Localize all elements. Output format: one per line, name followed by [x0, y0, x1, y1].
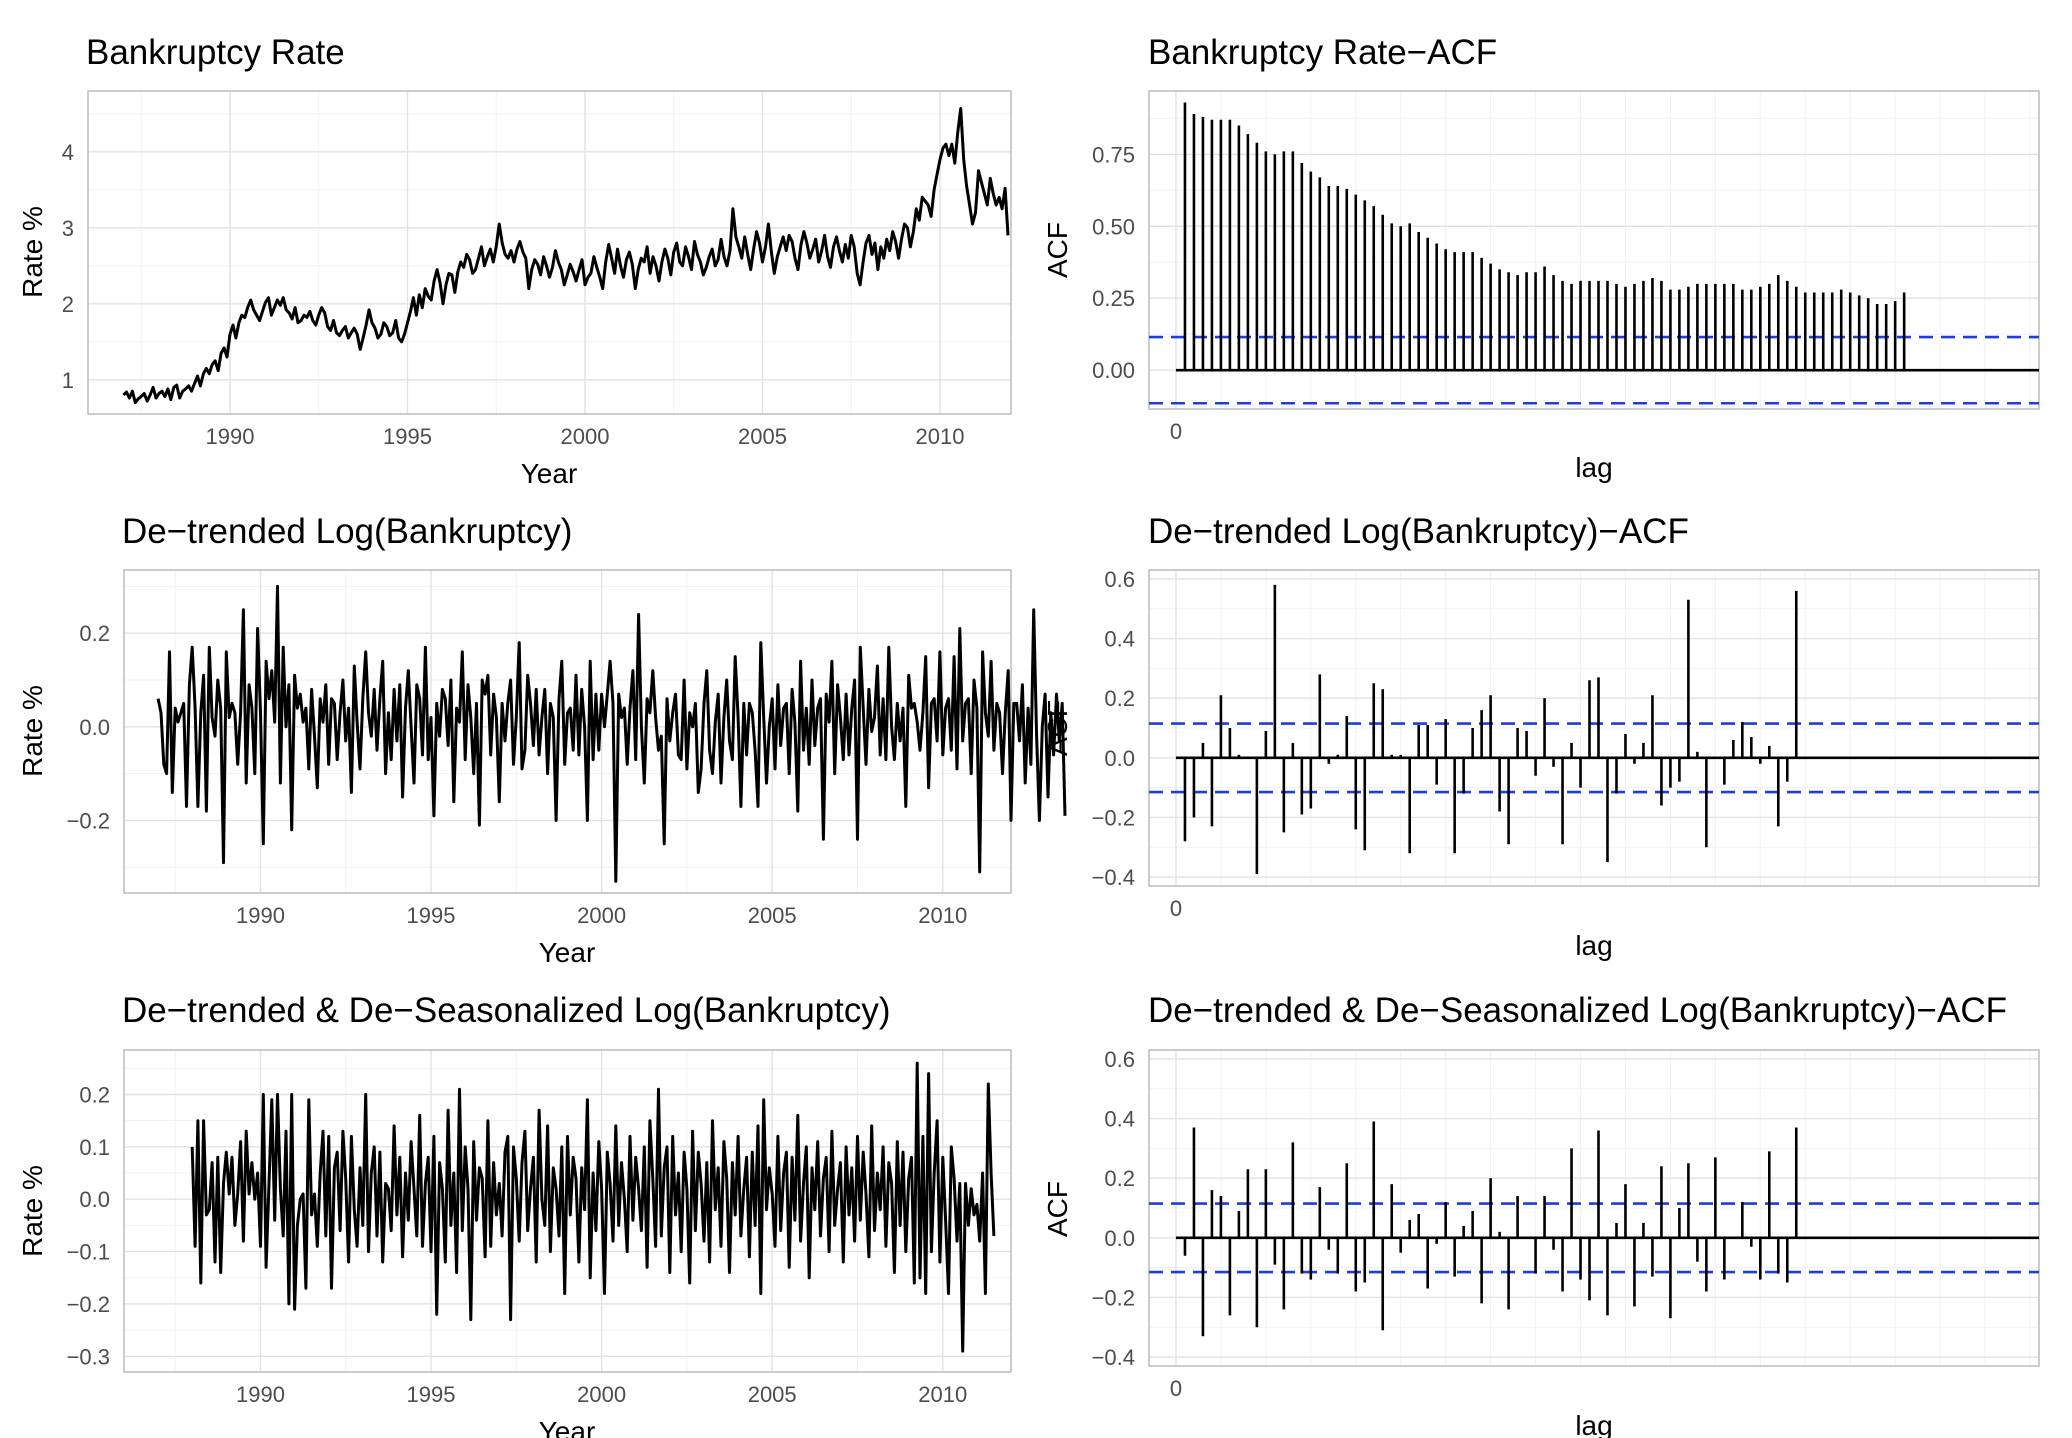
x-axis-label: Year [539, 937, 596, 968]
y-tick-label: −0.2 [67, 1292, 110, 1317]
plot-border [1148, 569, 2040, 887]
x-tick-label: 0 [1170, 896, 1182, 921]
chart-title: De−trended Log(Bankruptcy) [122, 512, 572, 551]
x-axis-label: lag [1575, 1410, 1612, 1438]
y-tick-label: 0.6 [1104, 1047, 1135, 1072]
x-tick-label: 2000 [577, 1382, 626, 1407]
y-tick-label: 0.2 [1104, 686, 1135, 711]
x-tick-label: 2005 [738, 424, 787, 449]
y-tick-label: 0.0 [79, 715, 110, 740]
y-tick-label: −0.2 [67, 808, 110, 833]
y-tick-label: 0.0 [79, 1187, 110, 1212]
x-axis-label: Year [521, 458, 578, 489]
y-tick-label: 0.2 [79, 1083, 110, 1108]
plot-border [1148, 90, 2040, 410]
y-axis-label: ACF [1042, 1181, 1073, 1237]
chart-title: Bankruptcy Rate−ACF [1148, 33, 1497, 72]
panel-bankruptcy-rate: Bankruptcy Rate 1990 1995 2000 2005 2010 1 2 3 4… [17, 33, 1012, 489]
series-line [122, 107, 1010, 405]
y-tick-label: 0.1 [79, 1135, 110, 1160]
plot-area: 0 −0.4 −0.2 0.0 0.2 0.4 0.6 [1092, 1047, 2040, 1401]
y-tick-label: 0.0 [1104, 1226, 1135, 1251]
panel-detrended-log-acf: De−trended Log(Bankruptcy)−ACF 0 −0.4 −0.2… [1042, 512, 2040, 961]
x-tick-label: 2010 [918, 903, 967, 928]
y-tick-label: 0.00 [1092, 358, 1135, 383]
y-tick-label: −0.3 [67, 1344, 110, 1369]
series-line [156, 584, 1067, 883]
panel-detrended-deseasonalized-log-acf: De−trended & De−Seasonalized Log(Bankrup… [1042, 991, 2040, 1438]
x-axis-label: lag [1575, 452, 1612, 483]
y-axis-label: ACF [1042, 222, 1073, 278]
plot-area: 1990 1995 2000 2005 2010 −0.3 −0.2 −0.1 0.0 0.1 0.… [67, 1049, 1012, 1407]
panel-detrended-log: De−trended Log(Bankruptcy) 1990 1995 2000 2… [17, 512, 1067, 968]
x-tick-label: 1990 [206, 424, 255, 449]
y-tick-label: 0.4 [1104, 627, 1135, 652]
y-axis-label: Rate % [17, 206, 48, 298]
x-tick-label: 1990 [236, 1382, 285, 1407]
y-tick-label: −0.1 [67, 1240, 110, 1265]
panel-bankruptcy-rate-acf: Bankruptcy Rate−ACF 0 0.00 0.25 0.50 0.75 la… [1042, 33, 2040, 483]
y-tick-label: 0.50 [1092, 214, 1135, 239]
y-tick-label: 1 [62, 368, 74, 393]
x-tick-label: 1995 [383, 424, 432, 449]
y-tick-label: 0.2 [1104, 1166, 1135, 1191]
chart-title: De−trended & De−Seasonalized Log(Bankrup… [1148, 991, 2007, 1030]
y-tick-label: 0.6 [1104, 567, 1135, 592]
x-axis-label: lag [1575, 930, 1612, 961]
plot-border [123, 569, 1012, 894]
y-tick-label: −0.2 [1092, 805, 1135, 830]
plot-border [87, 90, 1012, 415]
y-tick-label: 0.75 [1092, 142, 1135, 167]
plot-area: 1990 1995 2000 2005 2010 −0.2 0.0 0.2 [67, 569, 1067, 928]
y-tick-label: 4 [62, 140, 74, 165]
x-tick-label: 2005 [748, 1382, 797, 1407]
y-tick-label: 0.2 [79, 621, 110, 646]
chart-title: De−trended & De−Seasonalized Log(Bankrup… [122, 991, 891, 1030]
x-tick-label: 1995 [407, 903, 456, 928]
x-tick-label: 2010 [918, 1382, 967, 1407]
chart-title: Bankruptcy Rate [86, 33, 345, 72]
y-tick-label: −0.4 [1092, 1345, 1135, 1370]
y-tick-label: 0.0 [1104, 746, 1135, 771]
y-tick-label: 2 [62, 292, 74, 317]
plot-border [123, 1049, 1012, 1373]
chart-title: De−trended Log(Bankruptcy)−ACF [1148, 512, 1689, 551]
y-axis-label: Rate % [17, 1165, 48, 1257]
x-tick-label: 0 [1170, 1376, 1182, 1401]
x-tick-label: 0 [1170, 419, 1182, 444]
plot-area: 0 −0.4 −0.2 0.0 0.2 0.4 0.6 [1092, 567, 2040, 921]
x-axis-label: Year [539, 1416, 596, 1438]
x-tick-label: 1990 [236, 903, 285, 928]
y-axis-label: Rate % [17, 685, 48, 777]
y-tick-label: 0.4 [1104, 1107, 1135, 1132]
y-tick-label: −0.2 [1092, 1285, 1135, 1310]
y-tick-label: −0.4 [1092, 865, 1135, 890]
x-tick-label: 2000 [561, 424, 610, 449]
x-tick-label: 2005 [748, 903, 797, 928]
y-tick-label: 0.25 [1092, 286, 1135, 311]
y-tick-label: 3 [62, 216, 74, 241]
series-line [190, 1061, 996, 1353]
x-tick-label: 2000 [577, 903, 626, 928]
plot-area: 1990 1995 2000 2005 2010 1 2 3 4 [62, 90, 1012, 449]
y-axis-label: ACF [1042, 700, 1073, 756]
x-tick-label: 1995 [407, 1382, 456, 1407]
plot-area: 0 0.00 0.25 0.50 0.75 [1092, 90, 2040, 444]
panel-detrended-deseasonalized-log: De−trended & De−Seasonalized Log(Bankrup… [17, 991, 1012, 1438]
x-tick-label: 2010 [916, 424, 965, 449]
plot-border [1148, 1049, 2040, 1367]
